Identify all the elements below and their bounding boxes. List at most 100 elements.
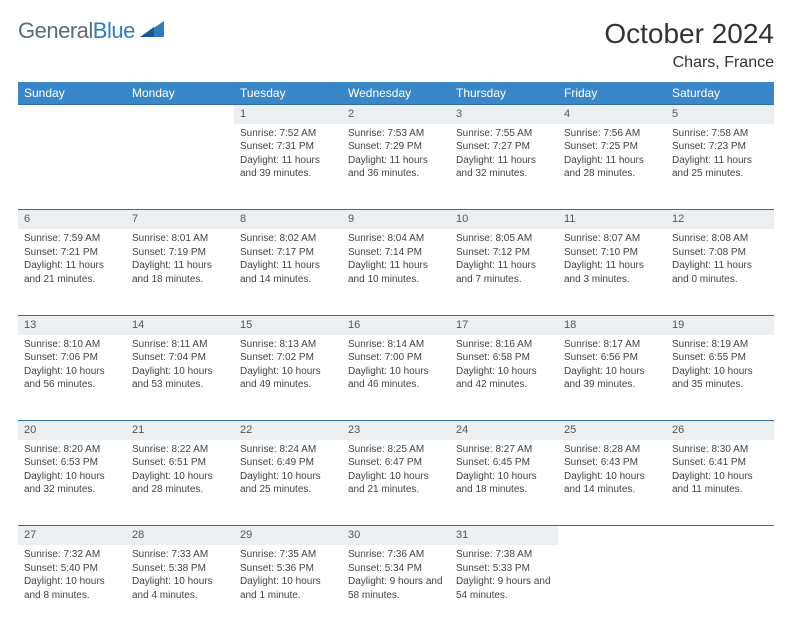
day-number: 16 <box>342 315 450 334</box>
day-number: 28 <box>126 526 234 545</box>
day-cell: Sunrise: 8:17 AMSunset: 6:56 PMDaylight:… <box>558 335 666 421</box>
sunrise-text: Sunrise: 8:10 AM <box>24 338 120 352</box>
sunrise-text: Sunrise: 8:13 AM <box>240 338 336 352</box>
weekday-header: Wednesday <box>342 82 450 105</box>
sunrise-text: Sunrise: 8:19 AM <box>672 338 768 352</box>
daylight-text: Daylight: 11 hours and 14 minutes. <box>240 259 336 286</box>
daylight-text: Daylight: 11 hours and 32 minutes. <box>456 154 552 181</box>
day-number: 29 <box>234 526 342 545</box>
sunset-text: Sunset: 7:23 PM <box>672 140 768 154</box>
daylight-text: Daylight: 10 hours and 18 minutes. <box>456 470 552 497</box>
daylight-text: Daylight: 11 hours and 18 minutes. <box>132 259 228 286</box>
sunset-text: Sunset: 6:53 PM <box>24 456 120 470</box>
day-cell: Sunrise: 8:30 AMSunset: 6:41 PMDaylight:… <box>666 440 774 526</box>
sunset-text: Sunset: 7:06 PM <box>24 351 120 365</box>
day-number: 31 <box>450 526 558 545</box>
day-cell: Sunrise: 7:53 AMSunset: 7:29 PMDaylight:… <box>342 124 450 210</box>
day-number: 5 <box>666 105 774 124</box>
header: GeneralBlue October 2024 Chars, France <box>18 18 774 72</box>
day-number <box>558 526 666 545</box>
sunrise-text: Sunrise: 8:16 AM <box>456 338 552 352</box>
weekday-header-row: Sunday Monday Tuesday Wednesday Thursday… <box>18 82 774 105</box>
day-number <box>126 105 234 124</box>
daylight-text: Daylight: 10 hours and 28 minutes. <box>132 470 228 497</box>
day-number: 1 <box>234 105 342 124</box>
day-cell: Sunrise: 7:36 AMSunset: 5:34 PMDaylight:… <box>342 545 450 631</box>
sunset-text: Sunset: 7:00 PM <box>348 351 444 365</box>
sunrise-text: Sunrise: 7:58 AM <box>672 127 768 141</box>
day-cell: Sunrise: 8:27 AMSunset: 6:45 PMDaylight:… <box>450 440 558 526</box>
day-number-row: 2728293031 <box>18 526 774 545</box>
daylight-text: Daylight: 9 hours and 54 minutes. <box>456 575 552 602</box>
weekday-header: Saturday <box>666 82 774 105</box>
sunrise-text: Sunrise: 7:35 AM <box>240 548 336 562</box>
sunset-text: Sunset: 6:49 PM <box>240 456 336 470</box>
sunset-text: Sunset: 6:45 PM <box>456 456 552 470</box>
sunset-text: Sunset: 6:56 PM <box>564 351 660 365</box>
day-cell: Sunrise: 7:59 AMSunset: 7:21 PMDaylight:… <box>18 229 126 315</box>
sunset-text: Sunset: 7:21 PM <box>24 246 120 260</box>
day-number <box>666 526 774 545</box>
day-number-row: 12345 <box>18 105 774 124</box>
daylight-text: Daylight: 10 hours and 46 minutes. <box>348 365 444 392</box>
daylight-text: Daylight: 10 hours and 25 minutes. <box>240 470 336 497</box>
logo-triangle-icon <box>140 19 164 44</box>
daylight-text: Daylight: 10 hours and 39 minutes. <box>564 365 660 392</box>
day-number: 23 <box>342 421 450 440</box>
logo-word-blue: Blue <box>93 18 135 43</box>
day-cell: Sunrise: 8:28 AMSunset: 6:43 PMDaylight:… <box>558 440 666 526</box>
daylight-text: Daylight: 10 hours and 53 minutes. <box>132 365 228 392</box>
sunrise-text: Sunrise: 7:53 AM <box>348 127 444 141</box>
daylight-text: Daylight: 10 hours and 4 minutes. <box>132 575 228 602</box>
sunset-text: Sunset: 5:36 PM <box>240 562 336 576</box>
day-cell: Sunrise: 8:11 AMSunset: 7:04 PMDaylight:… <box>126 335 234 421</box>
day-number: 11 <box>558 210 666 229</box>
day-cell: Sunrise: 8:13 AMSunset: 7:02 PMDaylight:… <box>234 335 342 421</box>
day-cell: Sunrise: 8:02 AMSunset: 7:17 PMDaylight:… <box>234 229 342 315</box>
location: Chars, France <box>604 54 774 72</box>
day-cell: Sunrise: 7:58 AMSunset: 7:23 PMDaylight:… <box>666 124 774 210</box>
day-cell <box>126 124 234 210</box>
day-cell: Sunrise: 8:07 AMSunset: 7:10 PMDaylight:… <box>558 229 666 315</box>
sunrise-text: Sunrise: 8:27 AM <box>456 443 552 457</box>
sunrise-text: Sunrise: 7:59 AM <box>24 232 120 246</box>
sunrise-text: Sunrise: 8:11 AM <box>132 338 228 352</box>
day-cell: Sunrise: 8:19 AMSunset: 6:55 PMDaylight:… <box>666 335 774 421</box>
day-number: 4 <box>558 105 666 124</box>
daylight-text: Daylight: 11 hours and 0 minutes. <box>672 259 768 286</box>
day-cell: Sunrise: 8:24 AMSunset: 6:49 PMDaylight:… <box>234 440 342 526</box>
daylight-text: Daylight: 10 hours and 11 minutes. <box>672 470 768 497</box>
sunrise-text: Sunrise: 8:22 AM <box>132 443 228 457</box>
sunset-text: Sunset: 7:25 PM <box>564 140 660 154</box>
daylight-text: Daylight: 9 hours and 58 minutes. <box>348 575 444 602</box>
day-number-row: 20212223242526 <box>18 421 774 440</box>
day-cell: Sunrise: 8:04 AMSunset: 7:14 PMDaylight:… <box>342 229 450 315</box>
weekday-header: Tuesday <box>234 82 342 105</box>
sunrise-text: Sunrise: 8:14 AM <box>348 338 444 352</box>
day-number: 20 <box>18 421 126 440</box>
sunset-text: Sunset: 6:51 PM <box>132 456 228 470</box>
sunrise-text: Sunrise: 8:08 AM <box>672 232 768 246</box>
sunrise-text: Sunrise: 8:28 AM <box>564 443 660 457</box>
day-cell: Sunrise: 8:22 AMSunset: 6:51 PMDaylight:… <box>126 440 234 526</box>
day-number: 27 <box>18 526 126 545</box>
day-number: 26 <box>666 421 774 440</box>
sunrise-text: Sunrise: 8:25 AM <box>348 443 444 457</box>
day-number: 17 <box>450 315 558 334</box>
month-title: October 2024 <box>604 18 774 50</box>
sunset-text: Sunset: 6:41 PM <box>672 456 768 470</box>
day-cell: Sunrise: 8:10 AMSunset: 7:06 PMDaylight:… <box>18 335 126 421</box>
daylight-text: Daylight: 11 hours and 3 minutes. <box>564 259 660 286</box>
sunset-text: Sunset: 6:43 PM <box>564 456 660 470</box>
daylight-text: Daylight: 10 hours and 1 minute. <box>240 575 336 602</box>
sunrise-text: Sunrise: 7:36 AM <box>348 548 444 562</box>
day-cell <box>666 545 774 631</box>
daylight-text: Daylight: 10 hours and 8 minutes. <box>24 575 120 602</box>
day-cell: Sunrise: 7:56 AMSunset: 7:25 PMDaylight:… <box>558 124 666 210</box>
day-number: 3 <box>450 105 558 124</box>
weekday-header: Sunday <box>18 82 126 105</box>
day-cell: Sunrise: 8:25 AMSunset: 6:47 PMDaylight:… <box>342 440 450 526</box>
sunset-text: Sunset: 5:38 PM <box>132 562 228 576</box>
sunset-text: Sunset: 7:27 PM <box>456 140 552 154</box>
sunrise-text: Sunrise: 7:52 AM <box>240 127 336 141</box>
